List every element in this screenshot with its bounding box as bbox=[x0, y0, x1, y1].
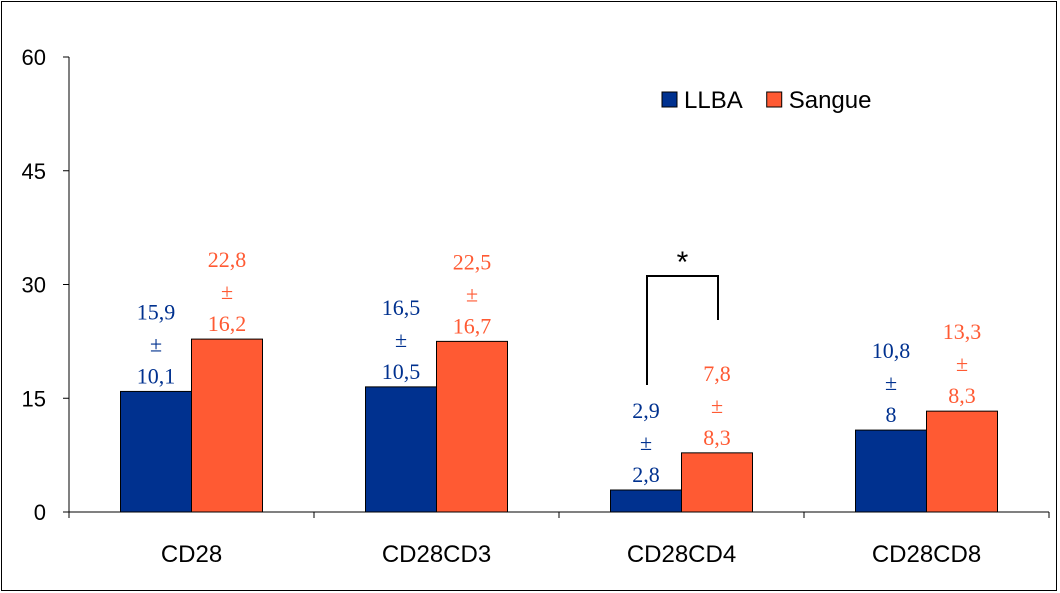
data-label: 16,2 bbox=[208, 311, 247, 336]
category-label: CD28 bbox=[161, 541, 222, 568]
data-label: 15,9 bbox=[137, 299, 176, 324]
legend-label-llba: LLBA bbox=[684, 87, 743, 114]
data-label: 2,9 bbox=[632, 398, 660, 423]
bar-llba-cd28cd3 bbox=[365, 386, 437, 513]
significance-marker: * bbox=[677, 246, 689, 279]
y-tick-label: 0 bbox=[34, 500, 46, 525]
bar-llba-cd28 bbox=[120, 390, 192, 513]
legend-label-sangue: Sangue bbox=[789, 87, 872, 114]
data-label: 2,8 bbox=[632, 462, 660, 487]
data-label: 16,5 bbox=[382, 295, 421, 320]
y-axis-ticks: 0 15 30 45 60 bbox=[22, 45, 69, 525]
data-label: 10,8 bbox=[872, 338, 911, 363]
bars bbox=[120, 338, 998, 513]
legend-swatch-sangue bbox=[766, 91, 783, 108]
bar-llba-cd28cd8 bbox=[855, 429, 927, 513]
data-label: 10,5 bbox=[382, 359, 421, 384]
y-tick-label: 60 bbox=[22, 45, 46, 70]
y-tick-label: 30 bbox=[22, 273, 46, 298]
data-label: ± bbox=[640, 430, 652, 455]
bar-llba-cd28cd4 bbox=[610, 489, 682, 513]
bar-sangue-cd28 bbox=[191, 338, 263, 513]
data-label: 8,3 bbox=[948, 383, 976, 408]
data-label: 8,3 bbox=[703, 425, 731, 450]
data-label: 7,8 bbox=[703, 361, 731, 386]
category-label: CD28CD8 bbox=[872, 541, 981, 568]
y-tick-label: 15 bbox=[22, 386, 46, 411]
data-label: ± bbox=[466, 281, 478, 306]
data-label: 13,3 bbox=[943, 319, 982, 344]
category-label: CD28CD3 bbox=[382, 541, 491, 568]
data-label: 8 bbox=[886, 402, 897, 427]
data-label: ± bbox=[711, 393, 723, 418]
significance-bracket: * bbox=[646, 246, 719, 385]
significance-bracket-line bbox=[646, 275, 719, 385]
data-label: ± bbox=[956, 351, 968, 376]
data-label: 22,8 bbox=[208, 247, 247, 272]
data-label: 10,1 bbox=[137, 363, 176, 388]
bar-sangue-cd28cd8 bbox=[926, 410, 998, 513]
data-label: ± bbox=[221, 279, 233, 304]
category-label: CD28CD4 bbox=[627, 541, 736, 568]
bar-sangue-cd28cd4 bbox=[681, 452, 753, 513]
legend: LLBA Sangue bbox=[661, 87, 872, 114]
data-label: ± bbox=[885, 370, 897, 395]
data-label: ± bbox=[150, 331, 162, 356]
y-tick-label: 45 bbox=[22, 159, 46, 184]
legend-swatch-llba bbox=[661, 91, 678, 108]
category-labels: CD28 CD28CD3 CD28CD4 CD28CD8 bbox=[161, 541, 981, 568]
bar-sangue-cd28cd3 bbox=[436, 340, 508, 513]
data-label: 22,5 bbox=[453, 249, 492, 274]
data-label: 16,7 bbox=[453, 313, 492, 338]
data-label: ± bbox=[395, 327, 407, 352]
data-labels: 15,9 ±10,1 22,8 ±16,2 16,5 ±10,5 22,5 ±16,7 2,9 ±… bbox=[137, 247, 982, 487]
